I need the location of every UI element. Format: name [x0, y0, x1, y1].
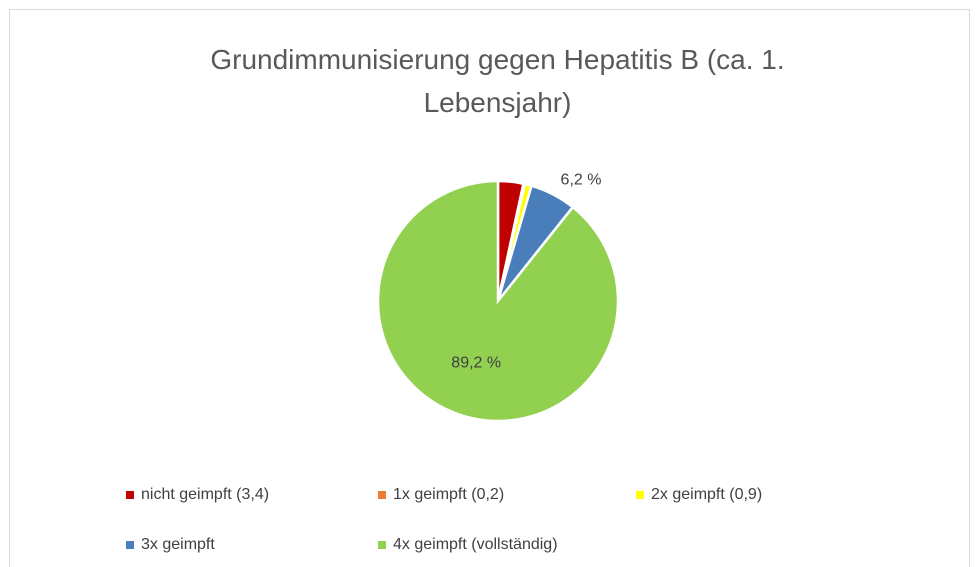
- chart-title: Grundimmunisierung gegen Hepatitis B (ca…: [210, 44, 785, 118]
- legend-label: 1x geimpft (0,2): [393, 486, 504, 503]
- data-label: 6,2 %: [561, 171, 602, 188]
- legend-label: 2x geimpft (0,9): [651, 486, 762, 503]
- legend-marker: [636, 491, 644, 499]
- legend-label: 3x geimpft: [141, 536, 215, 553]
- legend-marker: [378, 491, 386, 499]
- legend-label: 4x geimpft (vollständig): [393, 536, 558, 553]
- data-label: 89,2 %: [451, 355, 501, 372]
- legend-marker: [126, 541, 134, 549]
- legend-marker: [378, 541, 386, 549]
- pie-slice: [376, 179, 620, 423]
- legend-marker: [126, 491, 134, 499]
- legend-label: nicht geimpft (3,4): [141, 486, 269, 503]
